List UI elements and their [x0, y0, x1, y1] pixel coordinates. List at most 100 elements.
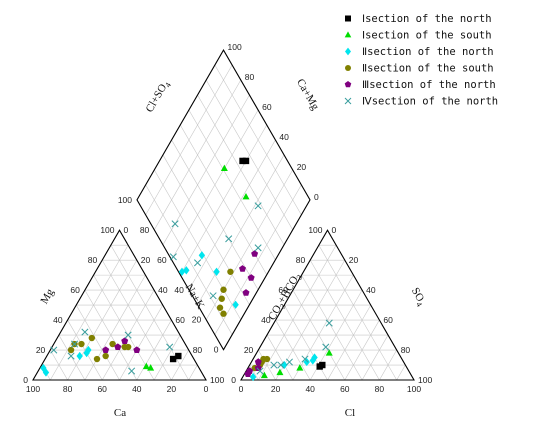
grid-line	[84, 274, 146, 381]
grid-line	[266, 334, 294, 381]
diamond-point	[242, 193, 250, 200]
anion-point	[296, 364, 304, 371]
legend-label: Ⅰsection of the south	[362, 30, 492, 42]
diamond-point	[242, 157, 250, 165]
tick-label: 20	[244, 345, 254, 355]
cation-point	[88, 334, 96, 342]
diamond-point	[227, 268, 234, 275]
axis-label-co3-hco3: CO3+HCO3	[266, 271, 304, 324]
tick-label: 0	[314, 192, 319, 202]
legend: Ⅰsection of the north Ⅰsection of the sou…	[344, 13, 498, 108]
cation-point	[85, 345, 92, 355]
grid-line	[119, 304, 164, 381]
diamond-point	[251, 250, 259, 257]
legend-label: Ⅱsection of the south	[362, 63, 494, 75]
grid-line	[327, 304, 372, 381]
tick-label: 0	[231, 375, 236, 385]
grid-line	[153, 334, 181, 381]
grid-line	[197, 94, 285, 245]
grid-layer	[41, 64, 406, 381]
grid-line	[162, 94, 250, 245]
diamond-point	[178, 267, 186, 276]
legend-marker	[345, 15, 351, 22]
legend-item: Ⅰsection of the north	[345, 13, 492, 25]
series-5	[102, 250, 262, 377]
grid-line	[50, 245, 129, 381]
grid-line	[361, 334, 389, 381]
cation-point	[114, 343, 122, 350]
cation-point	[93, 355, 101, 363]
diamond-point	[218, 295, 225, 302]
legend-label: Ⅲsection of the north	[362, 79, 496, 91]
tick-label: 20	[271, 384, 281, 394]
legend-item: Ⅱsection of the south	[345, 63, 494, 75]
anion-point	[260, 371, 268, 379]
anion-point	[276, 368, 284, 376]
diamond-point	[198, 251, 206, 260]
diamond-frame	[136, 48, 311, 351]
tick-label: 0	[23, 375, 28, 385]
tick-label: 20	[192, 315, 202, 325]
axis-label-ca: Ca	[114, 407, 126, 419]
anion-point	[263, 355, 271, 363]
legend-marker	[345, 47, 351, 56]
tick-label: 60	[278, 285, 288, 295]
anion-point	[277, 361, 285, 369]
anion-point	[254, 364, 262, 371]
tick-label: 20	[349, 255, 359, 265]
cation-point	[169, 355, 177, 363]
diamond-point	[171, 220, 179, 228]
anion-point	[270, 361, 278, 369]
tick-label: 40	[174, 285, 184, 295]
grid-line	[214, 64, 302, 215]
cation-point	[102, 352, 109, 360]
anion-point	[249, 372, 257, 382]
legend-label: Ⅱsection of the north	[362, 46, 494, 58]
cation-point	[121, 337, 129, 344]
legend-marker	[344, 31, 352, 38]
grid-line	[145, 64, 233, 215]
tick-label: 40	[132, 384, 142, 394]
tick-label: 60	[340, 384, 350, 394]
tick-label: 40	[158, 285, 168, 295]
frame-layer	[32, 48, 415, 381]
diamond-point	[239, 157, 246, 165]
grid-line	[179, 124, 268, 275]
legend-item: Ⅰsection of the south	[344, 30, 492, 42]
axis-label-ca-mg: Ca+Mg	[294, 77, 321, 113]
grid-line	[292, 274, 354, 381]
diamond-point	[254, 244, 262, 252]
tick-label: 60	[70, 285, 80, 295]
anion-point	[246, 367, 254, 374]
anion-point	[325, 319, 333, 327]
tick-label: 60	[97, 384, 107, 394]
grid-line	[258, 245, 337, 381]
cation-point	[128, 367, 136, 375]
grid-line	[110, 245, 189, 381]
series-4	[67, 268, 271, 372]
anion-point	[256, 367, 264, 375]
cation-point	[166, 343, 174, 351]
tick-label: 0	[332, 225, 337, 235]
cation-point	[124, 331, 132, 339]
tick-label: 100	[118, 195, 132, 205]
tick-label: 60	[383, 315, 393, 325]
series-2	[142, 164, 333, 379]
axis-label-so4: SO4	[407, 286, 428, 309]
tick-labels: 0000000020202020202020204040404040404040…	[23, 42, 432, 394]
cation-point	[81, 328, 89, 336]
tick-label: 100	[228, 42, 242, 52]
legend-marker	[344, 97, 352, 105]
cation-point	[67, 352, 75, 360]
grid-line	[101, 259, 172, 381]
diamond-point	[193, 259, 202, 267]
tick-label: 100	[308, 225, 322, 235]
data-points	[40, 157, 333, 382]
anion-point	[322, 343, 330, 351]
anion-point	[311, 353, 318, 362]
anion-point	[301, 355, 309, 363]
tick-label: 0	[124, 225, 129, 235]
grid-line	[188, 364, 198, 381]
tick-label: 20	[297, 162, 307, 172]
